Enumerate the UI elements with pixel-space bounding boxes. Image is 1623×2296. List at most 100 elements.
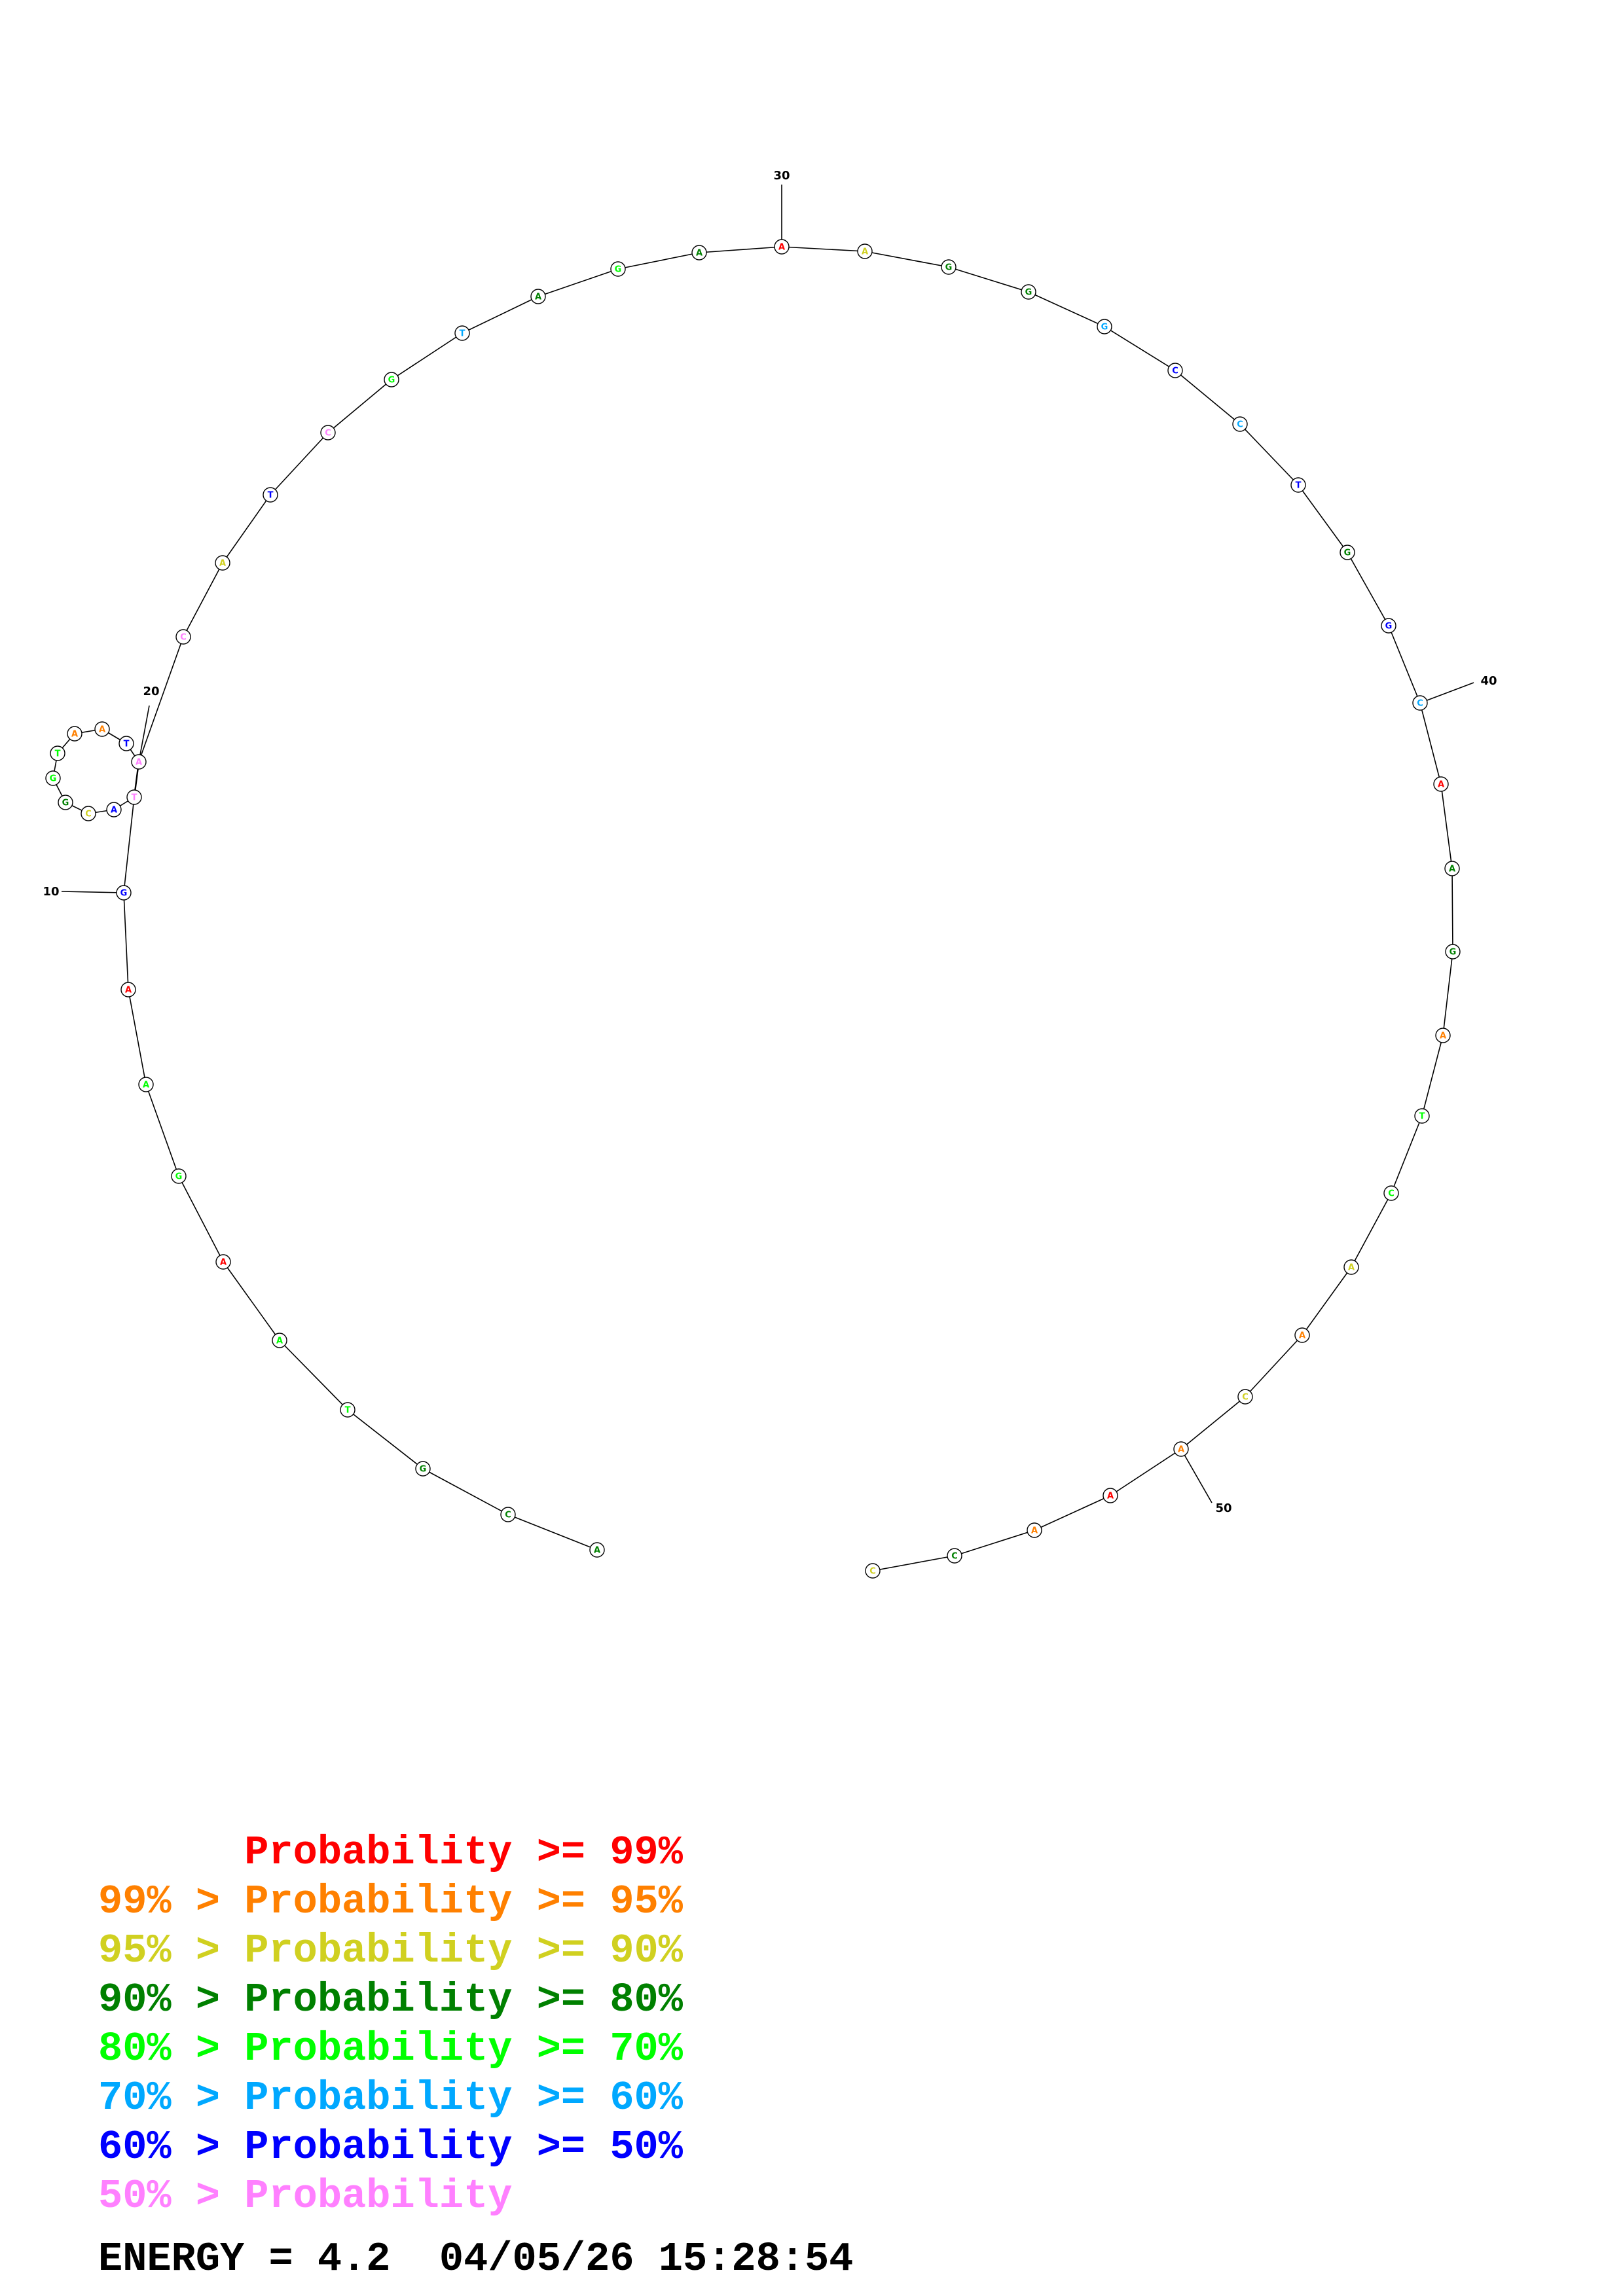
nucleotide-letter: G [50, 774, 57, 784]
nucleotide: G [941, 259, 957, 275]
nucleotide-circle [530, 289, 546, 304]
nucleotide-circle [1290, 477, 1306, 493]
nucleotide: C [320, 425, 336, 440]
nucleotide-letter: A [862, 247, 868, 257]
nucleotide-letter: A [778, 243, 785, 253]
backbone-link [145, 1084, 179, 1177]
nucleotide: A [215, 1254, 231, 1270]
nucleotide-letter: C [1172, 367, 1178, 376]
nucleotide-letter: T [1296, 481, 1302, 491]
nucleotide-letter: A [71, 730, 78, 740]
nucleotide-letter: A [276, 1336, 283, 1346]
nucleotide-letter: G [945, 263, 953, 273]
nucleotide-circle [1021, 284, 1036, 300]
nucleotide-circle [131, 754, 147, 770]
nucleotide-letter: C [505, 1511, 511, 1520]
nucleotide-circle [126, 789, 142, 805]
backbone-link [123, 892, 129, 990]
nucleotide-letter: G [1101, 323, 1108, 332]
nucleotide-circle [1383, 1185, 1399, 1201]
nucleotide-letter: A [99, 725, 105, 735]
nucleotide-letter: A [1348, 1263, 1355, 1273]
nucleotide-circle [1027, 1522, 1042, 1538]
nucleotide-circle [67, 726, 82, 742]
nucleotide-circle [58, 795, 73, 810]
backbone-link [1391, 1115, 1423, 1194]
nucleotide-circle [50, 745, 65, 761]
nucleotide-circle [384, 372, 399, 387]
backbone-link [948, 266, 1029, 293]
nucleotide-letter: C [180, 633, 187, 643]
backbone-link [178, 1175, 224, 1263]
nucleotide-letter: A [125, 986, 132, 996]
nucleotide-circle [1097, 319, 1112, 334]
backbone-link [391, 332, 463, 380]
backbone-link [699, 246, 782, 253]
nucleotide: C [1412, 695, 1428, 711]
nucleotide: C [865, 1563, 881, 1579]
nucleotide: G [1021, 284, 1036, 300]
legend-entry: 80% > Probability >= 70% [98, 2026, 684, 2072]
nucleotide: A [272, 1333, 287, 1348]
nucleotide: A [215, 555, 230, 571]
nucleotide: T [1414, 1108, 1430, 1124]
nucleotide-letter: G [1344, 548, 1351, 558]
position-tick [1419, 682, 1474, 704]
nucleotide-letter: A [1178, 1445, 1184, 1455]
nucleotide-circle [138, 1077, 154, 1092]
nucleotide: G [415, 1461, 431, 1477]
nucleotide: G [171, 1168, 187, 1184]
nucleotide: G [1340, 545, 1355, 560]
nucleotide-circle [1433, 776, 1449, 792]
backbone-link [954, 1530, 1035, 1556]
backbone-link [1421, 1035, 1444, 1117]
nucleotide-letter: A [1438, 780, 1444, 790]
backbone-link [1442, 951, 1453, 1036]
nucleotide-circle [947, 1548, 962, 1564]
backbone-link [617, 252, 700, 270]
nucleotide: A [774, 239, 790, 255]
nucleotide-circle [340, 1402, 356, 1418]
backbone-link [1245, 1335, 1303, 1397]
nucleotide: T [263, 487, 278, 503]
backbone-link [462, 296, 539, 334]
nucleotide: C [1383, 1185, 1399, 1201]
nucleotide-circle [263, 487, 278, 503]
nucleotide-circle [1103, 1488, 1118, 1503]
nucleotide-circle [1294, 1327, 1310, 1343]
nucleotide-letter: A [594, 1546, 600, 1556]
nucleotide: A [131, 754, 147, 770]
position-tick [138, 705, 150, 762]
nucleotide-letter: A [143, 1081, 149, 1090]
nucleotide: G [45, 770, 61, 786]
backbone-link [1180, 1396, 1246, 1450]
nucleotide-letter: G [120, 889, 128, 899]
backbone-link [347, 1409, 424, 1469]
nucleotide-circle [610, 261, 626, 277]
nucleotide: A [589, 1542, 605, 1558]
nucleotide-letter: C [325, 429, 331, 439]
backbone-link [1351, 1193, 1392, 1268]
backbone-link [1175, 370, 1241, 425]
nucleotide: G [1445, 944, 1461, 960]
nucleotide-circle [106, 802, 122, 817]
position-label: 20 [143, 685, 159, 698]
nucleotide-circle [857, 243, 873, 259]
nucleotide-circle [1173, 1441, 1189, 1457]
nucleotide: A [120, 982, 136, 997]
backbone-link [1028, 291, 1105, 327]
nucleotide-circle [45, 770, 61, 786]
nucleotide: A [106, 802, 122, 817]
nucleotide-circle [1381, 618, 1396, 634]
nucleotide: G [610, 261, 626, 277]
nucleotide: C [947, 1548, 962, 1564]
nucleotide: T [340, 1402, 356, 1418]
nucleotide-letter: A [136, 758, 142, 768]
nucleotide: A [530, 289, 546, 304]
nucleotide: T [50, 745, 65, 761]
backbone-link [1104, 326, 1176, 371]
nucleotide: C [500, 1507, 516, 1522]
nucleotide-letter: A [1107, 1492, 1114, 1501]
nucleotide: A [1027, 1522, 1042, 1538]
